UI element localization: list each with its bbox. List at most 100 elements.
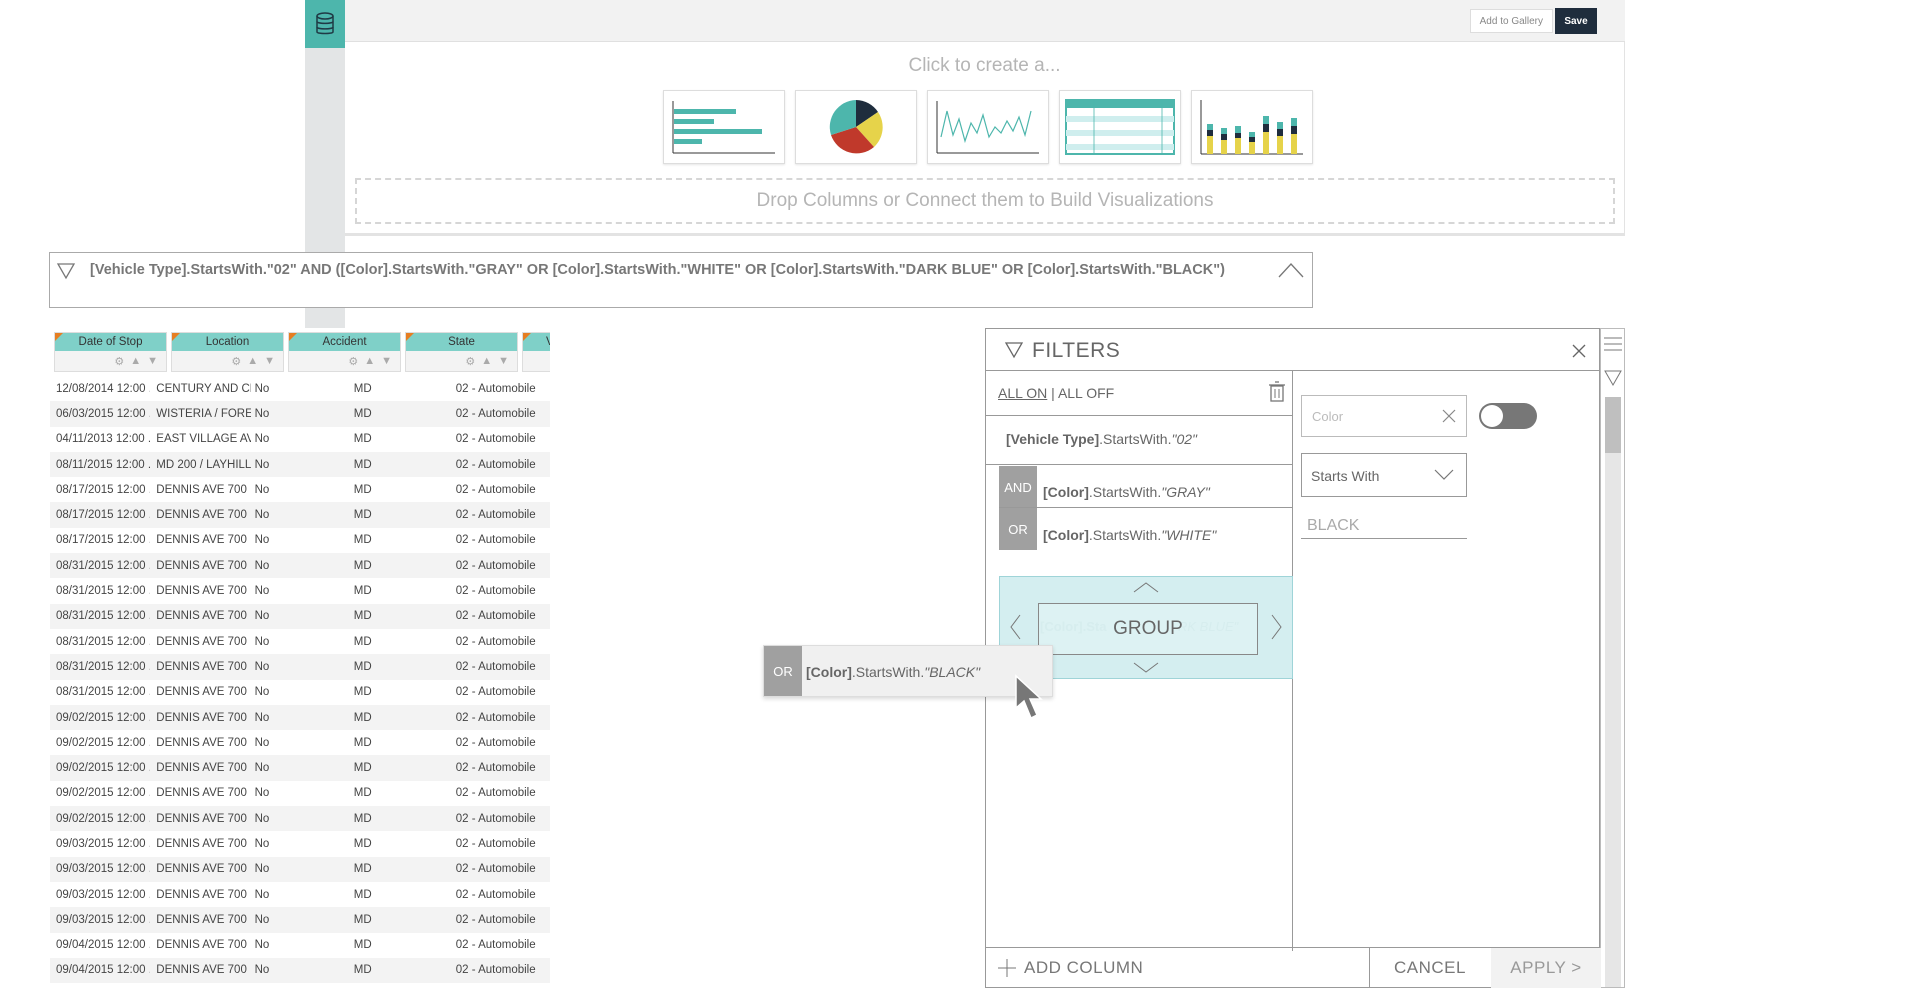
table-cell: MD <box>353 433 372 446</box>
enable-toggle[interactable] <box>1479 403 1537 429</box>
column-header-label: Date of Stop <box>55 333 166 351</box>
column-header-vehicle-type[interactable]: Vehicle Type ▽⚙▲▼ <box>522 332 550 372</box>
all-off-link[interactable]: ALL OFF <box>1057 385 1115 401</box>
group-button[interactable]: GROUP <box>1038 603 1258 655</box>
trash-icon[interactable] <box>1268 381 1286 403</box>
all-on-link[interactable]: ALL ON <box>998 385 1048 401</box>
sort-up-icon[interactable]: ▲ <box>364 355 376 367</box>
sort-up-icon[interactable]: ▲ <box>247 355 259 367</box>
save-button[interactable]: Save <box>1555 8 1597 34</box>
scrollbar-track[interactable] <box>1605 397 1621 987</box>
table-row[interactable]: 08/31/2015 12:00 ... DENNIS AVE 700 ... No… <box>50 654 550 680</box>
table-cell: No <box>254 939 270 952</box>
table-row[interactable]: 09/02/2015 12:00 ... DENNIS AVE 700 ... No… <box>50 704 550 731</box>
bar-chart-icon <box>672 101 775 154</box>
table-row[interactable]: 08/31/2015 12:00 ... DENNIS AVE 700 ... No… <box>50 629 550 654</box>
column-header-date-of-stop[interactable]: Date of Stop ⚙ ▲ ▼ <box>54 332 167 372</box>
table-row[interactable]: 09/02/2015 12:00 ... DENNIS AVE 700 ... No… <box>50 781 550 806</box>
chevron-down-icon[interactable] <box>1132 661 1160 675</box>
table-cell: 08/11/2015 12:00 ... <box>56 458 151 471</box>
table-row[interactable]: 08/31/2015 12:00 ... DENNIS AVE 700 ... No… <box>50 553 550 579</box>
operator-select[interactable]: Starts With <box>1301 453 1467 497</box>
dragged-condition-chip[interactable]: OR [Color].StartsWith."BLACK" <box>763 645 1053 720</box>
chevron-right-icon[interactable] <box>1270 613 1284 641</box>
column-tools: ⚙ ▲ ▼ <box>172 351 283 371</box>
table-cell: DENNIS AVE 700 ... <box>156 812 251 825</box>
table-row[interactable]: 09/02/2015 12:00 ... DENNIS AVE 700 ... No… <box>50 806 550 832</box>
bar-chart-thumb[interactable] <box>663 90 785 164</box>
add-to-gallery-button[interactable]: Add to Gallery <box>1469 9 1553 33</box>
gear-icon[interactable]: ⚙ <box>348 355 359 368</box>
column-header-accident[interactable]: Accident ⚙ ▲ ▼ <box>288 332 401 372</box>
chevron-left-icon[interactable] <box>1008 613 1022 641</box>
database-button[interactable] <box>305 0 345 48</box>
table-cell: 02 - Automobile <box>455 660 536 673</box>
table-row[interactable]: 09/04/2015 12:00 ...DENNIS AVE 700 ...No… <box>50 983 550 988</box>
table-row[interactable]: 08/31/2015 12:00 ... DENNIS AVE 700 ... No… <box>50 578 550 603</box>
column-header-state[interactable]: State ⚙ ▲ ▼ <box>405 332 518 372</box>
column-header-location[interactable]: Location ⚙ ▲ ▼ <box>171 332 284 372</box>
table-row[interactable]: 12/08/2014 12:00 ... CENTURY AND CR... No M… <box>50 376 550 401</box>
table-row[interactable]: 09/02/2015 12:00 ... DENNIS AVE 700 ... No… <box>50 755 550 781</box>
separator: | <box>1051 385 1055 401</box>
value-input[interactable]: BLACK <box>1301 513 1467 539</box>
table-row[interactable]: 08/17/2015 12:00 ... DENNIS AVE 700 ... No… <box>50 477 550 502</box>
table-row[interactable]: 09/03/2015 12:00 ... DENNIS AVE 700 ... No… <box>50 907 550 933</box>
table-row[interactable]: 08/11/2015 12:00 ... MD 200 / LAYHILL ...… <box>50 451 550 478</box>
gear-icon[interactable]: ⚙ <box>114 355 125 368</box>
table-thumb[interactable] <box>1059 90 1181 164</box>
table-row[interactable]: 09/04/2015 12:00 ...DENNIS AVE 700 ...No… <box>50 957 550 984</box>
table-cell: DENNIS AVE 700 ... <box>156 787 251 800</box>
pie-chart-thumb[interactable] <box>795 90 917 164</box>
condition-value: "BLACK" <box>924 664 981 680</box>
table-cell: No <box>254 736 270 749</box>
clear-icon[interactable] <box>1442 409 1456 423</box>
table-row[interactable]: 09/03/2015 12:00 ... DENNIS AVE 700 ... No… <box>50 882 550 907</box>
table-row[interactable]: 06/03/2015 12:00 ... WISTERIA / FORES...N… <box>50 401 550 427</box>
add-column-button[interactable]: ADD COLUMN <box>996 948 1143 988</box>
table-row[interactable]: 08/31/2015 12:00 ... DENNIS AVE 700 ... No… <box>50 603 550 629</box>
or-operator-badge[interactable]: OR <box>999 508 1037 550</box>
filter-funnel-icon[interactable] <box>1604 369 1622 387</box>
sort-down-icon[interactable]: ▼ <box>264 355 275 367</box>
sort-down-icon[interactable]: ▼ <box>147 355 158 367</box>
sort-up-icon[interactable]: ▲ <box>130 355 142 367</box>
column-select-field[interactable]: Color <box>1301 395 1467 437</box>
table-row[interactable]: 09/03/2015 12:00 ... DENNIS AVE 700 ... No… <box>50 831 550 856</box>
sort-down-icon[interactable]: ▼ <box>498 355 509 367</box>
condition-color-gray[interactable]: [Color].StartsWith."GRAY" <box>1043 484 1210 500</box>
table-cell: No <box>254 458 270 471</box>
gear-icon[interactable]: ⚙ <box>231 355 242 368</box>
sort-down-icon[interactable]: ▼ <box>381 355 392 367</box>
table-cell: 09/02/2015 12:00 ... <box>56 812 151 825</box>
collapse-chevron-up-icon[interactable] <box>1276 259 1306 281</box>
table-cell: 02 - Automobile <box>455 736 536 749</box>
table-row[interactable]: 09/04/2015 12:00 ...DENNIS AVE 700 ...No… <box>50 933 550 958</box>
close-icon[interactable] <box>1571 343 1587 359</box>
table-row[interactable]: 04/11/2013 12:00 ... EAST VILLAGE AV/...N… <box>50 427 550 452</box>
condition-color-white[interactable]: [Color].StartsWith."WHITE" <box>1043 527 1216 543</box>
sort-up-icon[interactable]: ▲ <box>481 355 493 367</box>
cancel-button[interactable]: CANCEL <box>1394 958 1466 977</box>
table-row[interactable]: 09/03/2015 12:00 ... DENNIS AVE 700 ... No… <box>50 856 550 882</box>
and-operator-badge[interactable]: AND <box>999 466 1037 508</box>
chevron-up-icon[interactable] <box>1132 580 1160 594</box>
gear-icon[interactable]: ⚙ <box>465 355 476 368</box>
drop-columns-zone[interactable]: Drop Columns or Connect them to Build Vi… <box>355 178 1615 224</box>
line-chart-thumb[interactable] <box>927 90 1049 164</box>
table-cell: 02 - Automobile <box>455 509 536 522</box>
scrollbar-thumb[interactable] <box>1605 397 1621 453</box>
table-cell: 02 - Automobile <box>455 837 536 850</box>
filter-funnel-icon[interactable] <box>56 261 76 281</box>
visualization-builder: Click to create a... <box>345 42 1625 236</box>
menu-icon[interactable] <box>1603 335 1623 353</box>
apply-button[interactable]: APPLY > <box>1491 948 1601 988</box>
all-toggle-row: ALL ON | ALL OFF <box>986 371 1292 416</box>
table-row[interactable]: 08/17/2015 12:00 ... DENNIS AVE 700 ... No… <box>50 528 550 553</box>
stacked-bar-thumb[interactable] <box>1191 90 1313 164</box>
condition-vehicle-type[interactable]: [Vehicle Type].StartsWith."02" <box>1006 431 1197 447</box>
table-cell: 08/31/2015 12:00 ... <box>56 686 151 699</box>
table-row[interactable]: 08/17/2015 12:00 ... DENNIS AVE 700 ... No… <box>50 502 550 528</box>
table-row[interactable]: 09/02/2015 12:00 ... DENNIS AVE 700 ... No… <box>50 730 550 755</box>
table-row[interactable]: 08/31/2015 12:00 ... DENNIS AVE 700 ... No… <box>50 680 550 705</box>
